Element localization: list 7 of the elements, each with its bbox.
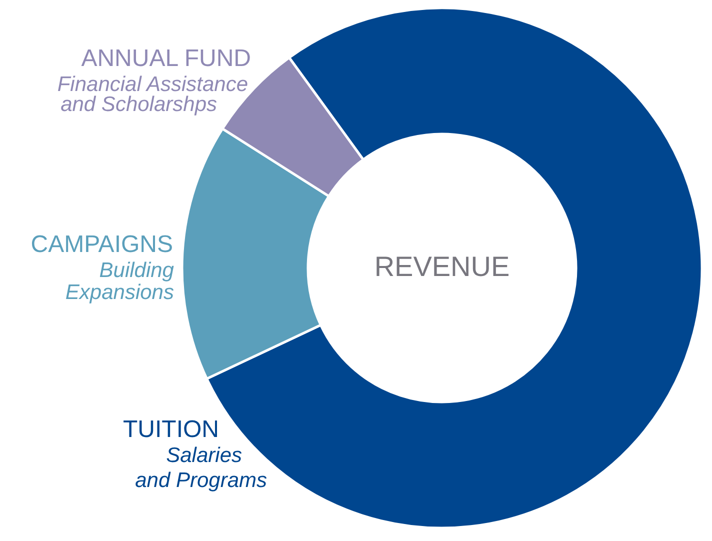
text: Financial Assistance and Scholarshps: [57, 73, 248, 116]
text: Salaries and Programs: [135, 444, 268, 492]
slice-label: ANNUAL FUND: [81, 45, 251, 72]
text: Building Expansions: [65, 259, 174, 304]
slice-label: TUITION: [123, 416, 219, 443]
slice-label: CAMPAIGNS: [30, 231, 173, 258]
text: REVENUE: [374, 251, 510, 282]
